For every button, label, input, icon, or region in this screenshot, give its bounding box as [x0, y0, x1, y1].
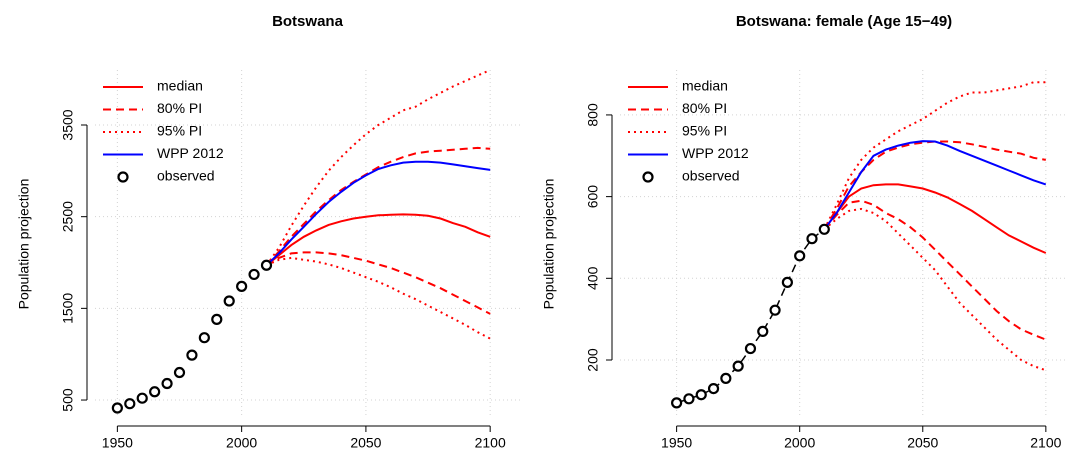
legend-label: WPP 2012 — [157, 145, 224, 161]
series-line — [266, 256, 491, 340]
observed-point — [198, 332, 210, 344]
series-line — [823, 199, 1047, 341]
observed-point — [744, 342, 757, 355]
y-tick-label: 3500 — [60, 109, 76, 140]
series-line — [265, 213, 491, 267]
x-tick-label: 2100 — [1030, 435, 1061, 451]
y-tick-label: 800 — [585, 103, 601, 127]
observed-point — [769, 304, 781, 316]
observed-point — [136, 392, 148, 404]
chart-title: Botswana — [272, 13, 344, 30]
legend-label: 80% PI — [682, 100, 727, 116]
series-line — [265, 160, 491, 267]
legend-label: WPP 2012 — [682, 145, 749, 161]
legend-label: median — [682, 78, 728, 94]
observed-point — [124, 398, 136, 410]
observed-point — [707, 382, 720, 395]
y-axis-label: Population projection — [541, 179, 557, 310]
y-tick-label: 500 — [60, 388, 76, 412]
observed-point — [161, 377, 173, 390]
observed-point — [781, 276, 793, 288]
observed-point — [111, 402, 123, 414]
chart-title: Botswana: female (Age 15−49) — [736, 13, 952, 30]
x-tick-label: 2100 — [475, 435, 506, 451]
y-tick-label: 200 — [585, 348, 601, 372]
x-tick-label: 2000 — [226, 435, 257, 451]
y-tick-label: 600 — [585, 185, 601, 209]
series-line — [823, 140, 1046, 230]
panel: Botswana: female (Age 15−49) Population p… — [541, 13, 1068, 451]
x-tick-label: 2050 — [907, 435, 938, 451]
observed-point — [149, 386, 161, 398]
legend-label: 80% PI — [157, 100, 202, 116]
observed-point — [671, 397, 683, 409]
series-line — [823, 140, 1047, 230]
legend-symbol — [117, 171, 129, 183]
x-tick-label: 1950 — [102, 435, 133, 451]
series-line — [265, 146, 491, 266]
observed-point — [211, 313, 223, 325]
observed-point — [248, 268, 260, 281]
x-tick-label: 2050 — [350, 435, 381, 451]
legend-label: observed — [682, 168, 740, 184]
observed-point — [806, 233, 818, 245]
observed-point — [173, 366, 186, 379]
y-tick-label: 2500 — [60, 201, 76, 232]
observed-point — [720, 372, 732, 384]
x-tick-label: 1950 — [661, 435, 692, 451]
observed-point — [683, 393, 695, 405]
observed-point — [236, 280, 248, 292]
y-tick-label: 400 — [585, 266, 601, 290]
observed-point — [794, 250, 806, 262]
series-line — [265, 251, 491, 315]
observed-point — [818, 223, 830, 235]
observed-point — [732, 360, 744, 372]
observed-point — [186, 349, 198, 361]
x-tick-label: 2000 — [784, 435, 815, 451]
observed-point — [695, 389, 707, 401]
legend-label: observed — [157, 168, 215, 184]
observed-point — [757, 325, 769, 338]
y-tick-label: 1500 — [60, 293, 76, 324]
observed-point — [223, 295, 235, 307]
panel: Botswana Population projection 1950 2000 205… — [16, 13, 520, 451]
series-line — [823, 207, 1047, 372]
legend-symbol — [642, 171, 654, 183]
observed-point — [260, 259, 273, 271]
legend-label: median — [157, 78, 203, 94]
series-line — [823, 183, 1047, 254]
y-axis-label: Population projection — [16, 179, 32, 310]
series-line — [823, 81, 1046, 230]
legend-label: 95% PI — [157, 123, 202, 139]
series-line — [265, 69, 491, 266]
legend-label: 95% PI — [682, 123, 727, 139]
